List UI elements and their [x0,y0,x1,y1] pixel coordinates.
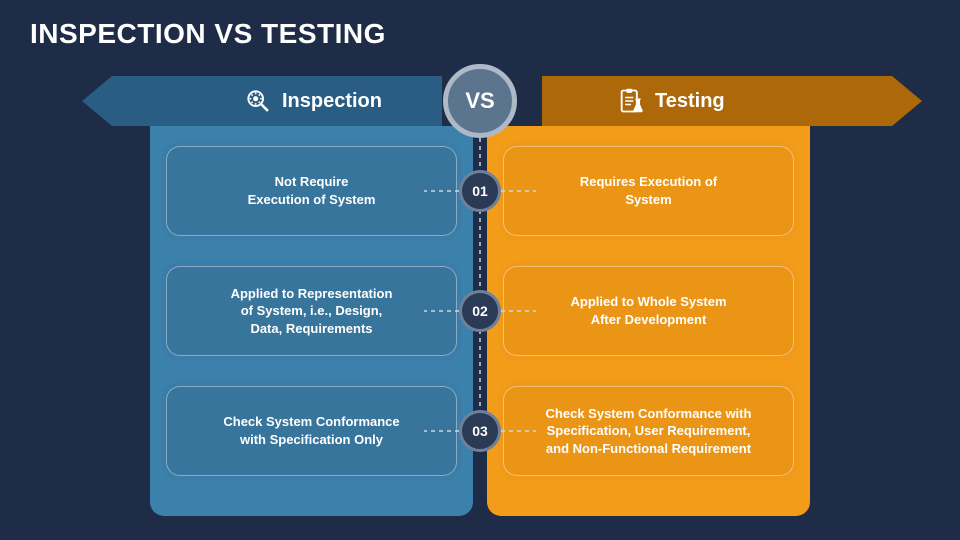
vs-badge: VS [443,64,517,138]
number-badge-2: 02 [459,290,501,332]
right-card-2: Applied to Whole SystemAfter Development [503,266,794,356]
clipboard-flask-icon [617,87,645,115]
number-badge-3: 03 [459,410,501,452]
left-card-3: Check System Conformancewith Specificati… [166,386,457,476]
left-banner: Inspection [82,76,442,126]
left-card-2: Applied to Representationof System, i.e.… [166,266,457,356]
left-card-1: Not RequireExecution of System [166,146,457,236]
page-title: INSPECTION VS TESTING [30,18,386,50]
left-panel: Not RequireExecution of System Applied t… [150,126,473,516]
right-card-3: Check System Conformance withSpecificati… [503,386,794,476]
right-banner: Testing [542,76,922,126]
right-label: Testing [655,90,725,113]
left-label: Inspection [282,90,382,113]
number-badge-1: 01 [459,170,501,212]
right-card-1: Requires Execution ofSystem [503,146,794,236]
right-panel: Requires Execution ofSystem Applied to W… [487,126,810,516]
magnifier-gear-icon [244,87,272,115]
